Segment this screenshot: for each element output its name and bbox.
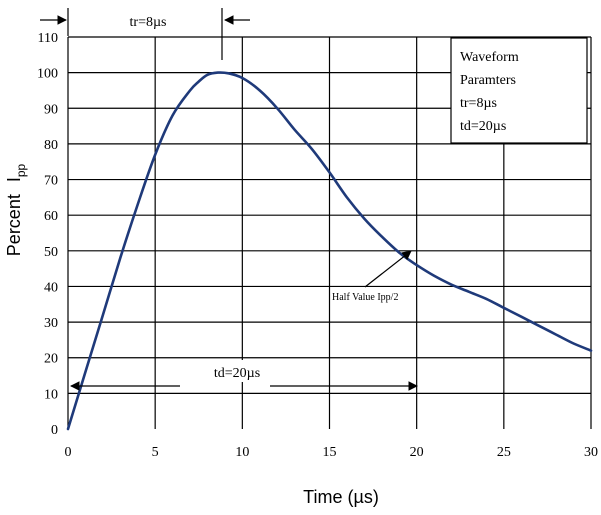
- y-tick-label-70: 70: [44, 174, 58, 189]
- y-tick-label-20: 20: [44, 352, 58, 367]
- y-tick-label-40: 40: [44, 280, 58, 295]
- half-value-label: Half Value Ipp/2: [332, 292, 398, 303]
- legend-line-2: Paramters: [460, 73, 516, 88]
- y-tick-label-50: 50: [44, 245, 58, 260]
- y-axis-label-var: I: [4, 177, 24, 182]
- legend-line-3: tr=8µs: [460, 96, 497, 111]
- td-label-bg: [196, 360, 280, 382]
- tr-label: tr=8µs: [130, 15, 167, 30]
- y-tick-label-110: 110: [38, 31, 58, 46]
- tr-annotation: tr=8µs: [40, 8, 250, 60]
- half-value-annotation: Half Value Ipp/2: [332, 250, 412, 303]
- series-line-0: [66, 71, 593, 431]
- legend-box-frame: [450, 37, 588, 144]
- y-tick-label-90: 90: [44, 102, 58, 117]
- y-axis-label-main: Percent: [4, 194, 24, 256]
- x-axis-label: Time (µs): [303, 487, 379, 507]
- legend-line-1: Waveform: [460, 50, 519, 65]
- x-tick-label-5: 5: [152, 445, 159, 460]
- td-label: td=20µs: [214, 366, 260, 381]
- x-tick-label-0: 0: [65, 445, 72, 460]
- x-tick-label-15: 15: [323, 445, 337, 460]
- legend-line-4: td=20µs: [460, 119, 506, 134]
- y-axis-label: Percent Ipp: [4, 163, 28, 256]
- x-axis-ticks: 0 5 10 15 20 25 30: [65, 445, 599, 460]
- y-tick-label-100: 100: [37, 67, 58, 82]
- x-tick-label-25: 25: [497, 445, 511, 460]
- y-tick-label-0: 0: [51, 423, 58, 438]
- x-tick-label-10: 10: [235, 445, 249, 460]
- y-tick-label-10: 10: [44, 387, 58, 402]
- y-axis-label-sub: pp: [14, 163, 28, 177]
- td-annotation: td=20µs: [70, 360, 418, 391]
- legend-box: Waveform Paramters tr=8µs td=20µs: [450, 37, 588, 144]
- x-tick-label-30: 30: [584, 445, 598, 460]
- svg-text:PercentIpp: Percent Ipp: [4, 163, 28, 256]
- y-axis-ticks: 0 10 20 30 40 50 60 70 80 90 100 110: [37, 31, 58, 438]
- series-layer: [66, 71, 593, 431]
- y-tick-label-80: 80: [44, 138, 58, 153]
- y-tick-label-60: 60: [44, 209, 58, 224]
- half-value-arrow: [364, 250, 412, 288]
- x-tick-label-20: 20: [410, 445, 424, 460]
- y-tick-label-30: 30: [44, 316, 58, 331]
